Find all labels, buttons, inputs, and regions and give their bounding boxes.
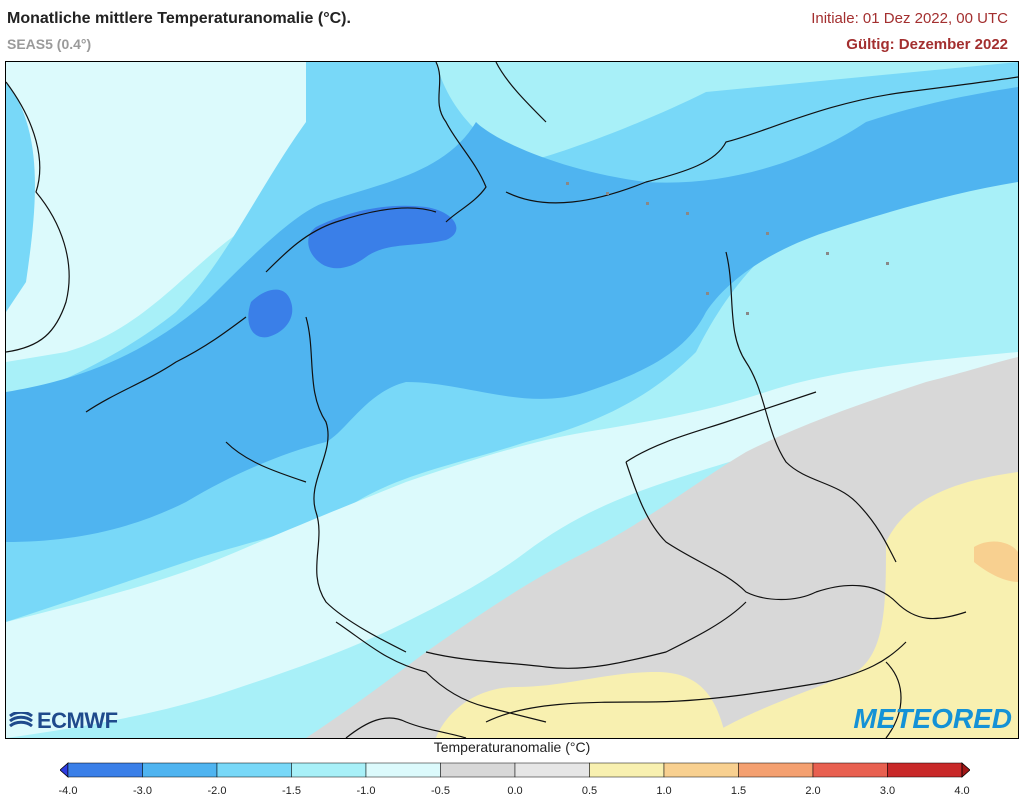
ecmwf-logo: ECMWF	[8, 708, 118, 734]
band-05-alps	[436, 672, 726, 738]
band-m15	[6, 82, 35, 312]
colorbar-tick-label: -4.0	[58, 785, 78, 797]
colorbar-tick-label: -0.5	[431, 785, 450, 797]
colorbar-tick-label: 0.5	[581, 785, 598, 797]
colorbar-tick-label: -1.5	[282, 785, 301, 797]
lake-markers	[566, 182, 889, 315]
colorbar-segment	[440, 762, 516, 778]
colorbar-tick-label: 1.0	[656, 785, 672, 797]
colorbar-segment	[365, 762, 441, 778]
meteored-logo: METEORED	[853, 703, 1012, 734]
colorbar-tick-label: 4.0	[954, 785, 970, 797]
band-10-spot	[974, 541, 1018, 582]
colorbar-arrow-left	[60, 762, 69, 778]
colorbar-segment	[663, 762, 739, 778]
colorbar-segment	[738, 762, 814, 778]
band-05-east	[706, 472, 1018, 738]
colorbar-segment	[142, 762, 218, 778]
colorbar-arrow-right	[961, 762, 970, 778]
colorbar-segment	[589, 762, 665, 778]
colorbar-tick-label: 3.0	[879, 785, 896, 797]
colorbar-tick-label: -2.0	[207, 785, 227, 797]
colorbar-segment	[514, 762, 590, 778]
map-svg	[6, 62, 1018, 738]
band-m25-belgium	[248, 289, 293, 338]
colorbar-tick-label: 1.5	[730, 785, 747, 797]
valid-period: Gültig: Dezember 2022	[846, 36, 1008, 53]
ecmwf-text: ECMWF	[37, 708, 118, 733]
colorbar-label: Temperaturanomalie (°C)	[433, 739, 591, 755]
colorbar-segment	[291, 762, 367, 778]
anomaly-map[interactable]	[5, 61, 1019, 739]
colorbar-tick-label: -3.0	[133, 785, 152, 797]
colorbar-segment	[812, 762, 888, 778]
colorbar-segment	[887, 762, 963, 778]
band-m05-north-sea	[6, 62, 366, 362]
band-m25-netherlands	[308, 205, 457, 269]
ecmwf-icon	[9, 712, 33, 728]
band-m20	[6, 87, 1018, 542]
colorbar-segment	[67, 762, 143, 778]
init-time: Initiale: 01 Dez 2022, 00 UTC	[811, 10, 1008, 27]
map-title: Monatliche mittlere Temperaturanomalie (…	[7, 10, 351, 27]
colorbar-segment	[216, 762, 292, 778]
colorbar-tick-label: 2.0	[805, 785, 821, 797]
colorbar-tick-label: -1.0	[356, 785, 376, 797]
colorbar	[60, 762, 970, 778]
model-subtitle: SEAS5 (0.4°)	[7, 36, 92, 52]
colorbar-tick-label: 0.0	[507, 785, 523, 797]
country-borders	[6, 62, 1018, 738]
band-0	[306, 357, 1018, 738]
